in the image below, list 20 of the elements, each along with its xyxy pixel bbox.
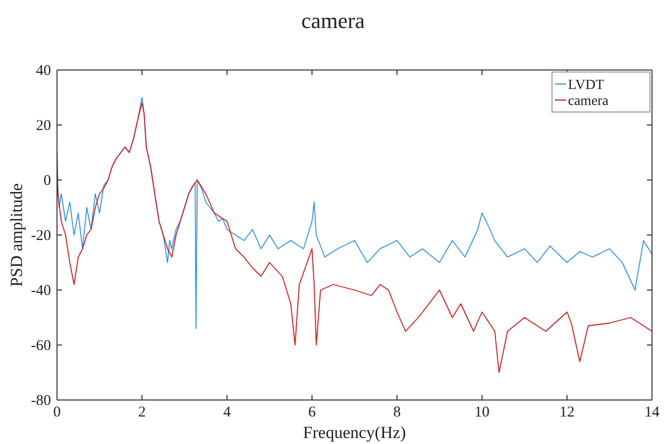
y-tick-label: -60 <box>31 338 51 354</box>
legend-label: LVDT <box>568 78 604 93</box>
x-tick-label: 0 <box>53 404 61 421</box>
y-tick-label: 0 <box>44 172 51 189</box>
y-tick-label: -20 <box>31 228 51 244</box>
y-tick-label: -40 <box>31 282 51 299</box>
y-tick-label: -80 <box>31 392 51 409</box>
legend-label: camera <box>568 94 610 109</box>
x-tick-label: 14 <box>644 404 660 421</box>
x-tick-label: 12 <box>560 404 574 421</box>
x-axis-title: Frequency(Hz) <box>303 423 406 442</box>
x-tick-label: 8 <box>393 404 401 421</box>
x-tick-label: 6 <box>308 404 316 421</box>
x-tick-label: 2 <box>138 404 146 421</box>
y-axis-title: PSD amplitude <box>7 183 26 287</box>
y-tick-label: 40 <box>36 62 51 79</box>
x-tick-label: 10 <box>474 404 490 421</box>
chart-title: camera <box>301 8 365 33</box>
x-tick-label: 4 <box>223 404 232 421</box>
y-tick-label: 20 <box>36 118 51 134</box>
